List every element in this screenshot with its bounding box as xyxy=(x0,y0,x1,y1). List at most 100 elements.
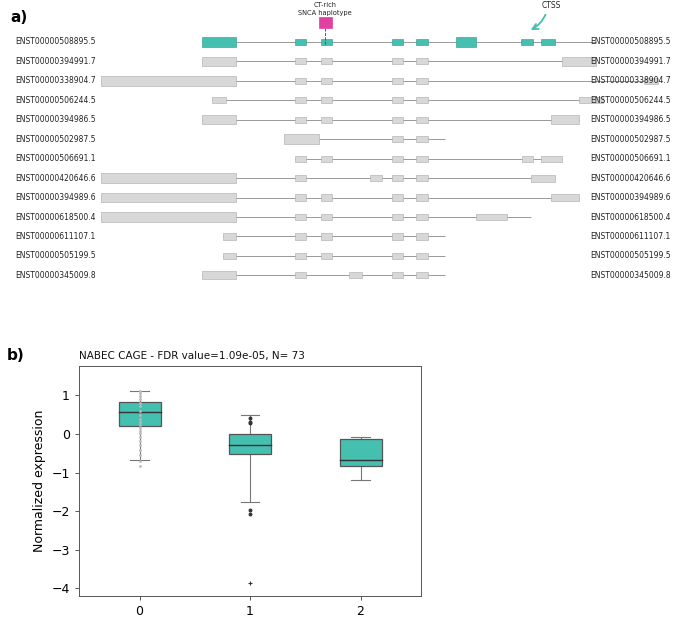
Bar xyxy=(416,78,428,84)
Bar xyxy=(295,233,306,240)
Bar xyxy=(212,97,226,103)
Bar xyxy=(321,155,332,161)
Text: b): b) xyxy=(7,348,25,363)
Bar xyxy=(392,253,403,259)
Text: ENST00000345009.8: ENST00000345009.8 xyxy=(590,271,671,280)
Bar xyxy=(392,214,403,220)
Bar xyxy=(295,253,306,259)
Bar xyxy=(295,58,306,64)
Text: ENST00000394991.7: ENST00000394991.7 xyxy=(590,57,671,66)
Text: ENST00000618500.4: ENST00000618500.4 xyxy=(590,212,671,222)
Bar xyxy=(101,193,236,202)
Bar xyxy=(202,271,236,279)
Text: ENST00000420646.6: ENST00000420646.6 xyxy=(15,173,96,183)
Text: a): a) xyxy=(10,11,27,25)
Bar xyxy=(202,57,236,66)
Text: ENST00000420646.6: ENST00000420646.6 xyxy=(590,173,671,183)
Bar xyxy=(416,117,428,123)
Bar xyxy=(392,194,403,201)
Bar xyxy=(416,233,428,240)
Bar xyxy=(551,116,579,124)
Bar xyxy=(416,58,428,64)
Bar xyxy=(579,97,603,103)
Text: ENST00000394986.5: ENST00000394986.5 xyxy=(590,115,671,124)
Bar xyxy=(562,57,596,66)
Bar xyxy=(295,117,306,123)
Bar xyxy=(295,39,306,45)
Text: ENST00000508895.5: ENST00000508895.5 xyxy=(15,37,96,46)
Bar xyxy=(476,214,507,220)
Text: CTSS: CTSS xyxy=(542,1,561,10)
Text: ENST00000611107.1: ENST00000611107.1 xyxy=(16,232,96,241)
Bar xyxy=(202,116,236,124)
Text: ENST00000345009.8: ENST00000345009.8 xyxy=(15,271,96,280)
Text: ENST00000394986.5: ENST00000394986.5 xyxy=(15,115,96,124)
Bar xyxy=(392,97,403,103)
Bar xyxy=(392,273,403,278)
Text: ENST00000394991.7: ENST00000394991.7 xyxy=(15,57,96,66)
Bar xyxy=(392,155,403,161)
Bar xyxy=(321,233,332,240)
Bar xyxy=(392,78,403,84)
Bar xyxy=(321,78,332,84)
Bar xyxy=(392,175,403,181)
Bar xyxy=(223,233,236,240)
Bar xyxy=(229,434,271,454)
Text: ENST00000338904.7: ENST00000338904.7 xyxy=(590,76,671,85)
Bar xyxy=(541,155,562,161)
Bar xyxy=(416,136,428,142)
Bar xyxy=(101,76,236,86)
Text: ENST00000506244.5: ENST00000506244.5 xyxy=(590,96,671,105)
Text: CT-rich
SNCA haplotype: CT-rich SNCA haplotype xyxy=(299,2,352,16)
Bar xyxy=(392,39,403,45)
Bar xyxy=(416,194,428,201)
Bar xyxy=(295,97,306,103)
Bar xyxy=(370,175,382,181)
Text: ENST00000502987.5: ENST00000502987.5 xyxy=(590,135,671,143)
Text: ENST00000505199.5: ENST00000505199.5 xyxy=(590,252,671,260)
Bar xyxy=(101,173,236,183)
Bar xyxy=(416,214,428,220)
Bar xyxy=(295,175,306,181)
Bar xyxy=(295,78,306,84)
Bar xyxy=(340,438,382,466)
Bar xyxy=(101,212,236,222)
Bar xyxy=(349,273,362,278)
Text: ENST00000502987.5: ENST00000502987.5 xyxy=(15,135,96,143)
Bar xyxy=(551,194,579,201)
Text: NABEC CAGE - FDR value=1.09e-05, N= 73: NABEC CAGE - FDR value=1.09e-05, N= 73 xyxy=(79,351,305,361)
Bar xyxy=(416,97,428,103)
Bar xyxy=(295,214,306,220)
Text: ENST00000505199.5: ENST00000505199.5 xyxy=(15,252,96,260)
Bar xyxy=(521,39,533,45)
Y-axis label: Normalized expression: Normalized expression xyxy=(33,410,46,553)
Bar xyxy=(284,134,319,144)
Bar xyxy=(522,155,533,161)
Text: ENST00000338904.7: ENST00000338904.7 xyxy=(15,76,96,85)
Bar xyxy=(321,194,332,201)
Bar xyxy=(223,253,236,259)
Text: ENST00000508895.5: ENST00000508895.5 xyxy=(590,37,671,46)
Bar xyxy=(456,37,476,47)
Text: ENST00000506691.1: ENST00000506691.1 xyxy=(15,154,96,163)
Text: ENST00000394989.6: ENST00000394989.6 xyxy=(15,193,96,202)
Bar xyxy=(321,253,332,259)
Bar xyxy=(416,253,428,259)
Text: ENST00000611107.1: ENST00000611107.1 xyxy=(590,232,670,241)
Bar xyxy=(541,39,555,45)
Bar xyxy=(321,117,332,123)
Bar xyxy=(416,155,428,161)
Bar xyxy=(392,136,403,142)
Bar xyxy=(321,214,332,220)
Bar xyxy=(644,78,658,84)
Bar xyxy=(416,273,428,278)
Bar xyxy=(202,37,236,47)
Bar xyxy=(319,17,332,28)
Bar xyxy=(295,155,306,161)
Bar xyxy=(392,117,403,123)
Bar xyxy=(321,58,332,64)
Bar xyxy=(531,175,555,181)
Bar xyxy=(119,402,160,426)
Bar xyxy=(392,58,403,64)
Bar xyxy=(295,273,306,278)
